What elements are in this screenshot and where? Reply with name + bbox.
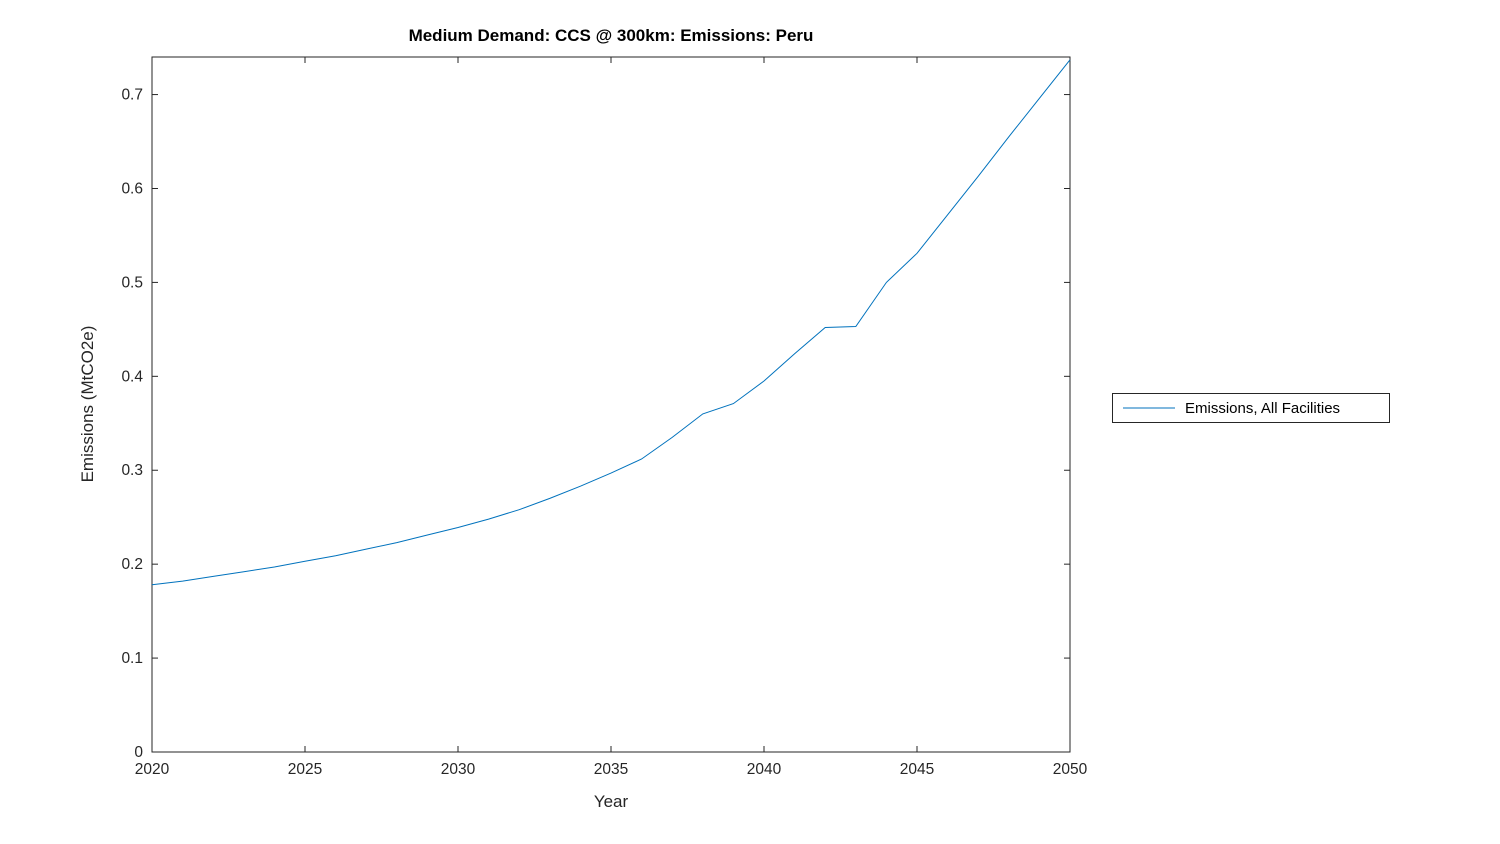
svg-text:0.3: 0.3: [121, 462, 143, 479]
svg-text:2050: 2050: [1053, 761, 1088, 778]
svg-text:2040: 2040: [747, 761, 782, 778]
legend[interactable]: Emissions, All Facilities: [1112, 393, 1390, 423]
svg-text:0.5: 0.5: [121, 274, 143, 291]
chart-title: Medium Demand: CCS @ 300km: Emissions: P…: [408, 26, 814, 45]
svg-text:0.2: 0.2: [121, 556, 143, 573]
svg-text:2045: 2045: [900, 761, 934, 778]
svg-text:0.4: 0.4: [121, 368, 143, 385]
svg-text:0.7: 0.7: [121, 87, 143, 104]
legend-line-sample-icon: [1123, 407, 1175, 409]
svg-text:2035: 2035: [594, 761, 628, 778]
x-axis-label: Year: [593, 792, 629, 811]
svg-text:2030: 2030: [441, 761, 476, 778]
svg-text:2020: 2020: [135, 761, 170, 778]
svg-text:0: 0: [134, 744, 143, 761]
legend-label: Emissions, All Facilities: [1185, 399, 1341, 417]
svg-text:2025: 2025: [288, 761, 322, 778]
svg-text:0.1: 0.1: [121, 650, 143, 667]
svg-text:0.6: 0.6: [121, 180, 143, 197]
